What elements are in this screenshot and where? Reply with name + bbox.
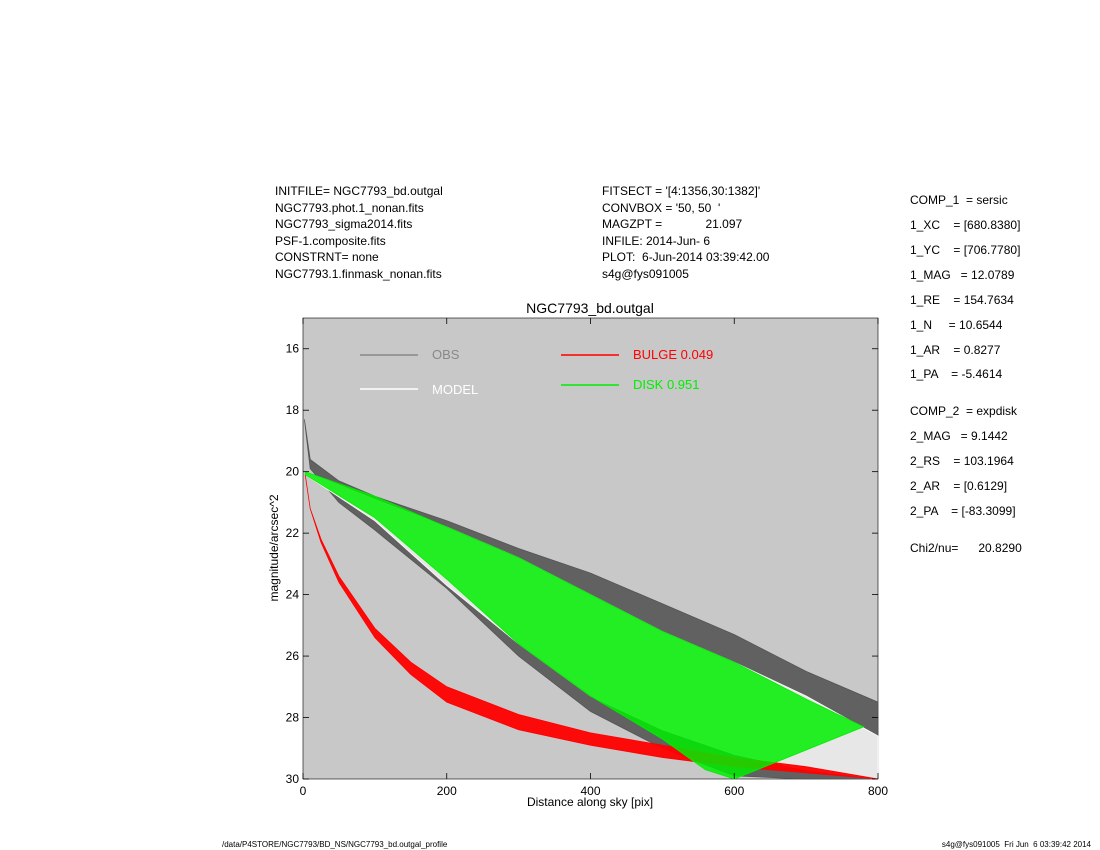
header-line: NGC7793_sigma2014.fits — [275, 217, 413, 232]
param-line: 1_XC = [680.8380] — [910, 218, 1021, 232]
header-left-block: INITFILE= NGC7793_bd.outgal NGC7793.phot… — [275, 183, 443, 283]
footer-file-path: /data/P4STORE/NGC7793/BD_NS/NGC7793_bd.o… — [222, 840, 448, 849]
header-middle-block: FITSECT = '[4:1356,30:1382]' CONVBOX = '… — [602, 183, 769, 283]
param-line: 2_MAG = 9.1442 — [910, 429, 1008, 443]
header-line: PSF-1.composite.fits — [275, 233, 386, 248]
param-line: 2_PA = [-83.3099] — [910, 504, 1016, 518]
y-tick-label: 28 — [286, 711, 300, 725]
legend-model-label: MODEL — [432, 382, 478, 397]
param-line: 1_AR = 0.8277 — [910, 343, 1001, 357]
header-line: INITFILE= NGC7793_bd.outgal — [275, 184, 443, 198]
param-line: 1_N = 10.6544 — [910, 318, 1003, 332]
y-tick-label: 20 — [286, 465, 300, 479]
param-line: Chi2/nu= 20.8290 — [910, 541, 1022, 555]
y-tick-label: 16 — [286, 342, 300, 356]
param-line: 1_PA = -5.4614 — [910, 367, 1003, 381]
y-axis-label: magnitude/arcsec^2 — [267, 494, 281, 601]
header-line: CONSTRNT= none — [275, 250, 379, 265]
disk-band — [304, 471, 865, 780]
y-tick-label: 18 — [286, 403, 300, 417]
legend-disk-label: DISK 0.951 — [633, 377, 700, 392]
legend-bulge-label: BULGE 0.049 — [633, 347, 713, 362]
param-line: COMP_2 = expdisk — [910, 404, 1018, 418]
header-line: NGC7793.phot.1_nonan.fits — [275, 200, 424, 215]
chart-title: NGC7793_bd.outgal — [526, 300, 654, 316]
param-line: 1_YC = [706.7780] — [910, 243, 1021, 257]
x-tick-label: 400 — [580, 784, 600, 798]
header-line: INFILE: 2014-Jun- 6 — [602, 233, 711, 248]
header-line: FITSECT = '[4:1356,30:1382]' — [602, 184, 761, 198]
x-tick-label: 200 — [437, 784, 457, 798]
x-axis-label: Distance along sky [pix] — [527, 795, 653, 809]
param-line: 2_AR = [0.6129] — [910, 479, 1008, 493]
header-line: NGC7793.1.finmask_nonan.fits — [275, 266, 442, 281]
x-tick-label: 800 — [868, 784, 888, 798]
y-tick-label: 30 — [286, 772, 300, 786]
param-line: 2_RS = 103.1964 — [910, 454, 1014, 468]
x-tick-label: 600 — [724, 784, 744, 798]
legend-obs-label: OBS — [432, 347, 460, 362]
y-tick-label: 22 — [286, 526, 300, 540]
y-tick-label: 24 — [286, 588, 300, 602]
header-line: MAGZPT = 21.097 — [602, 217, 743, 232]
param-line: 1_MAG = 12.0789 — [910, 268, 1015, 282]
param-line: COMP_1 = sersic — [910, 193, 1008, 207]
header-line: s4g@fys091005 — [602, 266, 689, 281]
x-tick-label: 0 — [300, 784, 307, 798]
y-tick-label: 26 — [286, 649, 300, 663]
header-line: CONVBOX = '50, 50 ' — [602, 200, 721, 215]
header-line: PLOT: 6-Jun-2014 03:39:42.00 — [602, 250, 770, 265]
param-line: 1_RE = 154.7634 — [910, 293, 1014, 307]
footer-timestamp: s4g@fys091005 Fri Jun 6 03:39:42 2014 — [941, 840, 1091, 849]
